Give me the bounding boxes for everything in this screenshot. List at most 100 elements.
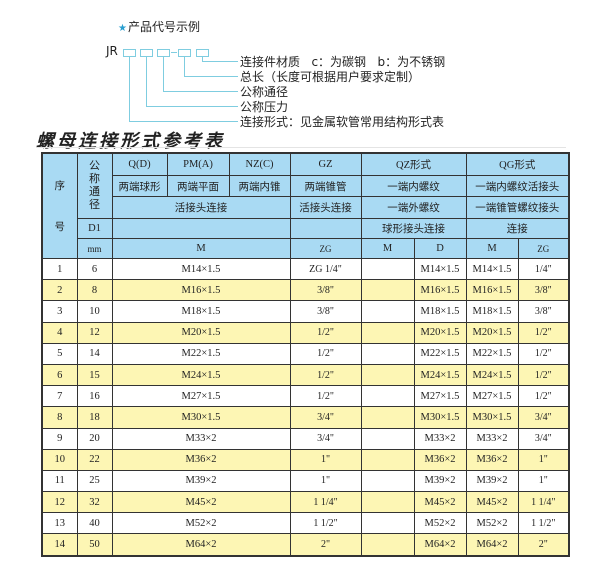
header-r3: 活接头连接: [289, 196, 362, 219]
table-row: 5 14 M22×1.5 1/2" M22×1.5 M22×1.5 1/2": [41, 342, 570, 365]
header-r2: 一端内螺纹: [360, 175, 467, 197]
header-r2: 两端平面: [166, 175, 230, 197]
cell-gz: 1/2": [289, 342, 362, 365]
leader-line: [163, 57, 164, 91]
header-qd: Q(D): [111, 152, 168, 176]
cell-qg-zg: 1/4": [517, 257, 570, 281]
leader-line: [146, 57, 147, 106]
cell-qz-d: M27×1.5: [413, 385, 467, 408]
table-row: 14 50 M64×2 2" M64×2 M64×2 2": [41, 533, 570, 557]
header-empty: [111, 218, 291, 239]
header-qg-m: M: [465, 238, 519, 259]
cell-d1: 15: [76, 363, 113, 387]
cell-d1: 12: [76, 321, 113, 344]
cell-qg-zg: 1/2": [517, 363, 570, 387]
code-box-material: [196, 49, 209, 57]
cell-m: M45×2: [111, 491, 291, 514]
table-row: 13 40 M52×2 1 1/2" M52×2 M52×2 1 1/2": [41, 512, 570, 535]
header-qz: QZ形式: [360, 152, 467, 176]
cell-m: M27×1.5: [111, 385, 291, 408]
cell-qg-m: M22×1.5: [465, 342, 519, 365]
header-r3: 一端锥管螺纹接头: [465, 196, 570, 219]
cell-no: 10: [41, 448, 78, 471]
cell-qz-m: [360, 257, 415, 281]
cell-qg-m: M30×1.5: [465, 406, 519, 429]
header-seq-2: 号: [54, 222, 66, 233]
cell-qg-m: M36×2: [465, 448, 519, 471]
divider: [36, 147, 566, 148]
header-r2: 一端内螺纹活接头: [465, 175, 570, 197]
cell-d1: 50: [76, 533, 113, 557]
cell-qz-d: M14×1.5: [413, 257, 467, 281]
cell-m: M33×2: [111, 427, 291, 450]
cell-qg-zg: 2": [517, 533, 570, 557]
cell-qg-zg: 1/2": [517, 321, 570, 344]
leader-line: [184, 57, 185, 76]
cell-no: 12: [41, 491, 78, 514]
cell-d1: 20: [76, 427, 113, 450]
cell-qg-m: M39×2: [465, 469, 519, 493]
cell-qz-m: [360, 469, 415, 493]
cell-gz: 1 1/4": [289, 491, 362, 514]
nut-connection-table: 序号 公称通径 Q(D) PM(A) NZ(C) GZ QZ形式 QG形式 两端…: [41, 152, 571, 557]
cell-qz-m: [360, 491, 415, 514]
cell-qg-zg: 3/8": [517, 279, 570, 302]
cell-qg-zg: 3/4": [517, 406, 570, 429]
cell-qg-zg: 1 1/4": [517, 491, 570, 514]
header-qg: QG形式: [465, 152, 570, 176]
header-r2: 两端锥管: [289, 175, 362, 197]
example-title: ★产品代号示例: [118, 18, 200, 35]
cell-qz-d: M33×2: [413, 427, 467, 450]
header-m: M: [111, 238, 291, 259]
cell-qz-d: M18×1.5: [413, 300, 467, 323]
leader-line: [202, 57, 203, 61]
header-dn-text: 公称通径: [89, 160, 100, 211]
leader-line: [129, 121, 238, 122]
cell-m: M22×1.5: [111, 342, 291, 365]
table-row: 10 22 M36×2 1" M36×2 M36×2 1": [41, 448, 570, 471]
cell-d1: 8: [76, 279, 113, 302]
cell-qg-m: M45×2: [465, 491, 519, 514]
cell-d1: 16: [76, 385, 113, 408]
table-row: 3 10 M18×1.5 3/8" M18×1.5 M18×1.5 3/8": [41, 300, 570, 323]
cell-gz: 3/4": [289, 406, 362, 429]
cell-d1: 22: [76, 448, 113, 471]
cell-m: M30×1.5: [111, 406, 291, 429]
header-seq: 序号: [41, 152, 78, 259]
table-row: 11 25 M39×2 1" M39×2 M39×2 1": [41, 469, 570, 493]
cell-qz-d: M45×2: [413, 491, 467, 514]
cell-qz-d: M30×1.5: [413, 406, 467, 429]
cell-qz-m: [360, 342, 415, 365]
table-title: 螺母连接形式参考表: [36, 131, 225, 152]
header-r2: 两端球形: [111, 175, 168, 197]
header-qz-m: M: [360, 238, 415, 259]
cell-qz-d: M64×2: [413, 533, 467, 557]
table-row: 1 6 M14×1.5 ZG 1/4" M14×1.5 M14×1.5 1/4": [41, 257, 570, 281]
header-mm: mm: [76, 238, 113, 259]
cell-no: 3: [41, 300, 78, 323]
header-empty: [289, 218, 362, 239]
cell-qg-m: M33×2: [465, 427, 519, 450]
cell-qz-d: M39×2: [413, 469, 467, 493]
cell-no: 7: [41, 385, 78, 408]
cell-qz-m: [360, 279, 415, 302]
cell-qg-zg: 1": [517, 469, 570, 493]
cell-qz-m: [360, 533, 415, 557]
cell-no: 9: [41, 427, 78, 450]
cell-gz: 1/2": [289, 363, 362, 387]
cell-d1: 40: [76, 512, 113, 535]
label-connection: 连接形式：见金属软管常用结构形式表: [240, 115, 445, 129]
cell-gz: ZG 1/4": [289, 257, 362, 281]
cell-m: M16×1.5: [111, 279, 291, 302]
cell-qg-m: M14×1.5: [465, 257, 519, 281]
cell-no: 1: [41, 257, 78, 281]
header-qg-r4: 连接: [465, 218, 570, 239]
code-box-diameter: [157, 49, 170, 57]
cell-no: 13: [41, 512, 78, 535]
header-r3: 一端外螺纹: [360, 196, 467, 219]
cell-qz-m: [360, 363, 415, 387]
example-title-text: 产品代号示例: [127, 20, 200, 34]
table-row: 9 20 M33×2 3/4" M33×2 M33×2 3/4": [41, 427, 570, 450]
cell-qz-m: [360, 512, 415, 535]
cell-gz: 2": [289, 533, 362, 557]
